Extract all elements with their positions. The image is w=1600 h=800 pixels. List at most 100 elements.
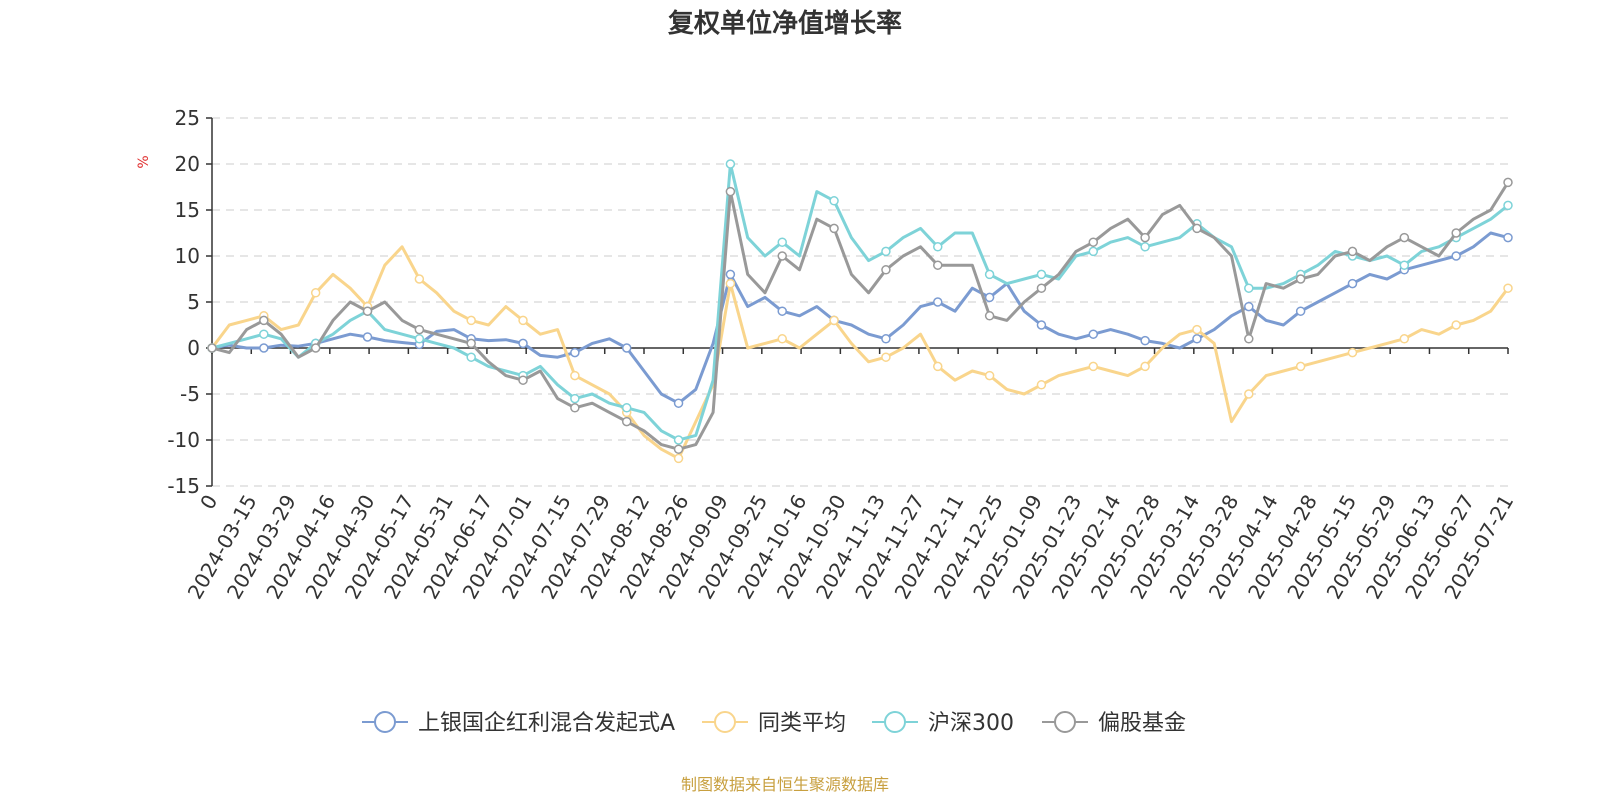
data-point: [1088, 237, 1099, 247]
data-point: [259, 315, 269, 326]
series-line-2: [211, 162, 1509, 442]
data-point: [881, 352, 891, 362]
y-tick-labels: 25 20 15 10 5 0 -5 -10 -15: [167, 106, 200, 498]
data-point: [777, 251, 787, 261]
data-point: [362, 306, 373, 316]
data-point: [1192, 223, 1202, 234]
data-point: [984, 292, 995, 303]
chart-title: 复权单位净值增长率: [668, 8, 902, 39]
data-point: [466, 315, 476, 326]
data-point: [466, 352, 476, 362]
data-point: [1503, 177, 1513, 188]
data-point: [777, 306, 787, 316]
data-point: [933, 242, 943, 252]
data-point: [621, 343, 632, 353]
y-tick-label: -5: [180, 382, 200, 406]
data-point: [725, 159, 736, 169]
data-source-note: 制图数据来自恒生聚源数据库: [681, 775, 889, 794]
data-point: [881, 334, 891, 344]
data-point: [310, 288, 321, 298]
data-point: [1088, 361, 1099, 372]
y-tick-label: -15: [167, 474, 200, 498]
data-point: [1036, 283, 1047, 293]
data-point: [1451, 251, 1461, 261]
data-point: [725, 269, 736, 280]
data-point: [1036, 380, 1047, 390]
data-point: [1451, 228, 1461, 238]
data-point: [1347, 246, 1358, 257]
y-tick-label: 15: [175, 198, 200, 222]
legend-item-3[interactable]: 偏股基金: [1042, 711, 1186, 736]
y-axis-unit: %: [136, 155, 152, 168]
data-point: [1399, 334, 1410, 344]
data-point: [414, 274, 425, 284]
legend-label: 上银国企红利混合发起式A: [418, 711, 675, 736]
data-point: [518, 375, 528, 385]
data-point: [259, 343, 269, 353]
data-point: [725, 186, 736, 197]
data-point: [570, 393, 580, 404]
legend-marker-icon: [714, 711, 736, 733]
data-point: [570, 347, 580, 358]
x-tick-labels: 02024-03-152024-03-292024-04-162024-04-3…: [183, 490, 1519, 603]
data-point: [207, 343, 217, 353]
data-point: [1503, 283, 1513, 293]
legend-label: 同类平均: [758, 711, 846, 736]
data-point: [673, 435, 684, 445]
data-point: [1140, 242, 1150, 252]
data-point: [362, 332, 373, 342]
data-point: [777, 237, 787, 247]
legend-item-0[interactable]: 上银国企红利混合发起式A: [362, 711, 675, 736]
data-point: [725, 278, 736, 289]
data-point: [1503, 200, 1513, 211]
data-point: [1088, 246, 1099, 257]
data-point: [829, 223, 839, 234]
data-point: [1503, 232, 1513, 243]
data-point: [933, 297, 943, 307]
data-point: [829, 196, 839, 206]
data-point: [1451, 320, 1461, 330]
data-point: [984, 370, 995, 381]
legend[interactable]: 上银国企红利混合发起式A 同类平均 沪深300 偏股基金: [362, 711, 1186, 736]
data-point: [1295, 361, 1306, 372]
grid-lines: [212, 117, 1508, 487]
series-line-0: [211, 231, 1509, 405]
data-point: [984, 269, 995, 280]
data-point: [881, 246, 891, 257]
data-point: [1140, 361, 1150, 372]
legend-marker-icon: [884, 711, 906, 733]
data-point: [1399, 232, 1410, 243]
data-point: [414, 324, 425, 335]
data-point: [1192, 334, 1202, 344]
x-tick-label: 0: [195, 491, 222, 514]
y-tick-label: 5: [187, 290, 200, 314]
data-point: [984, 311, 995, 321]
data-point: [1244, 301, 1254, 312]
data-point: [466, 338, 476, 349]
data-point: [1036, 320, 1047, 330]
data-point: [1244, 283, 1254, 293]
legend-item-1[interactable]: 同类平均: [702, 711, 846, 736]
legend-label: 沪深300: [928, 711, 1014, 736]
data-point: [259, 329, 269, 339]
data-point: [1140, 335, 1150, 346]
data-point: [621, 416, 632, 427]
legend-marker-icon: [374, 711, 396, 733]
data-point: [1347, 347, 1358, 358]
data-point: [1244, 389, 1254, 399]
data-point: [673, 444, 684, 454]
series-line-3: [211, 181, 1510, 451]
series-lines: [207, 159, 1513, 464]
data-point: [1088, 329, 1099, 339]
data-point: [1244, 334, 1254, 344]
y-tick-label: 25: [175, 106, 200, 130]
legend-item-2[interactable]: 沪深300: [872, 711, 1014, 736]
y-tick-label: 0: [187, 336, 200, 360]
data-point: [1140, 232, 1150, 243]
y-tick-label: 10: [175, 244, 200, 268]
series-line-1: [210, 245, 1510, 460]
data-point: [1295, 306, 1306, 316]
data-point: [829, 315, 839, 326]
data-point: [570, 403, 580, 413]
